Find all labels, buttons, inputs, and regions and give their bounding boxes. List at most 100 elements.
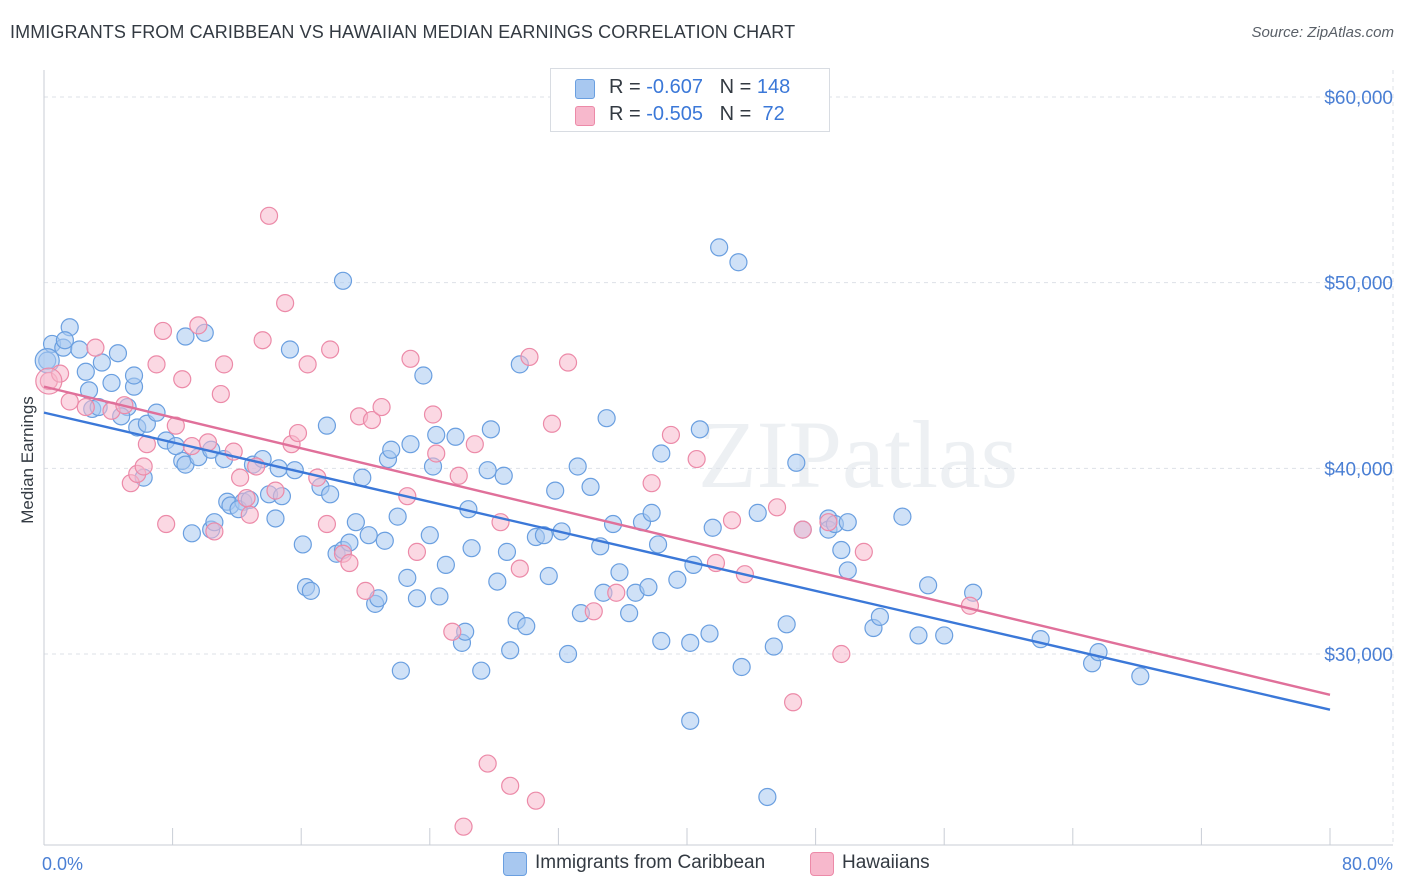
- data-point: [494, 466, 513, 485]
- data-point: [211, 384, 230, 404]
- data-point: [153, 321, 173, 341]
- data-point: [388, 507, 407, 526]
- correlation-legend: R = -0.607 N = 148 R = -0.505 N = 72: [550, 68, 830, 132]
- legend-row-caribbean: R = -0.607 N = 148: [575, 75, 790, 101]
- data-point: [231, 468, 250, 487]
- data-point: [266, 481, 285, 500]
- bottom-legend-swatch-hawaiians: [810, 852, 834, 876]
- data-point: [317, 416, 337, 435]
- data-point: [108, 344, 128, 363]
- data-point: [356, 581, 375, 600]
- legend-n-label: N =: [719, 76, 757, 98]
- data-point: [787, 453, 806, 472]
- data-point: [189, 316, 208, 335]
- data-point: [558, 644, 578, 664]
- data-point: [407, 542, 427, 561]
- data-point: [237, 488, 256, 508]
- data-point: [259, 206, 279, 225]
- legend-n-value: 148: [756, 76, 791, 98]
- data-point: [427, 425, 446, 445]
- data-point: [391, 661, 410, 680]
- data-point: [359, 526, 378, 545]
- data-point: [639, 578, 658, 597]
- data-point: [240, 505, 259, 524]
- legend-row-hawaiians: R = -0.505 N = 72: [575, 102, 785, 128]
- data-point: [76, 362, 95, 381]
- data-point: [205, 522, 224, 541]
- axes: [43, 70, 1393, 846]
- data-point: [960, 596, 980, 615]
- data-point: [893, 507, 912, 526]
- trend-lines: [43, 385, 1331, 711]
- data-point: [648, 535, 668, 554]
- data-point: [838, 513, 857, 532]
- y-tick-label: $40,000: [1324, 459, 1393, 480]
- data-point: [748, 503, 767, 522]
- data-point: [472, 661, 491, 680]
- data-point: [301, 581, 320, 600]
- legend-r-label: R =: [609, 76, 647, 98]
- data-point: [375, 531, 394, 550]
- data-point: [732, 657, 751, 677]
- data-point: [436, 555, 455, 574]
- data-point: [652, 444, 671, 463]
- data-point: [340, 553, 359, 573]
- data-point: [478, 461, 497, 480]
- y-tick-labels: $30,000 $40,000 $50,000 $60,000: [1324, 88, 1393, 666]
- data-point: [832, 540, 851, 560]
- data-point: [147, 355, 166, 374]
- data-point: [266, 509, 285, 528]
- data-point: [427, 444, 446, 463]
- data-point: [620, 604, 639, 623]
- data-point: [382, 440, 401, 459]
- data-point: [681, 633, 700, 652]
- legend-n-label: N =: [719, 103, 757, 125]
- y-axis-label: Median Earnings: [18, 396, 37, 524]
- data-point: [333, 271, 353, 290]
- data-point: [182, 524, 201, 543]
- data-point: [568, 457, 587, 476]
- data-point: [597, 409, 616, 428]
- data-point: [497, 542, 517, 561]
- bottom-legend-swatch-caribbean: [503, 852, 527, 876]
- data-point: [173, 370, 192, 389]
- x-tick-label-min: 0.0%: [42, 854, 83, 874]
- data-point: [935, 626, 954, 645]
- data-point: [478, 754, 497, 773]
- data-point: [607, 583, 626, 602]
- data-point: [534, 526, 554, 545]
- data-point: [55, 331, 74, 350]
- y-tick-label: $30,000: [1324, 645, 1393, 666]
- data-point: [661, 425, 681, 445]
- data-point: [819, 513, 838, 532]
- data-point: [401, 435, 420, 454]
- data-point: [86, 338, 105, 357]
- data-point: [783, 693, 803, 712]
- data-point: [414, 366, 433, 385]
- data-point: [454, 817, 473, 836]
- data-point: [321, 340, 340, 359]
- data-point: [157, 514, 176, 534]
- data-point: [501, 641, 520, 660]
- data-point: [446, 427, 465, 446]
- data-point: [793, 520, 812, 539]
- data-point: [321, 485, 340, 504]
- data-point: [60, 392, 79, 411]
- data-point: [501, 776, 520, 795]
- data-point: [420, 526, 439, 545]
- data-point: [870, 607, 890, 626]
- data-point: [777, 615, 796, 634]
- data-point: [690, 420, 709, 439]
- data-point: [124, 366, 144, 385]
- data-point: [465, 435, 484, 454]
- data-point: [1131, 667, 1150, 686]
- data-point: [298, 355, 317, 374]
- data-point: [362, 410, 382, 430]
- trend-line-hawaiians: [43, 385, 1331, 697]
- x-tick-labels: 0.0% 80.0%: [42, 854, 1393, 874]
- source-label: Source: ZipAtlas.com: [1251, 24, 1394, 41]
- data-point: [253, 331, 272, 350]
- legend-r-value: -0.505: [646, 103, 703, 125]
- x-tick-label-max: 80.0%: [1342, 854, 1393, 874]
- data-point: [293, 535, 312, 554]
